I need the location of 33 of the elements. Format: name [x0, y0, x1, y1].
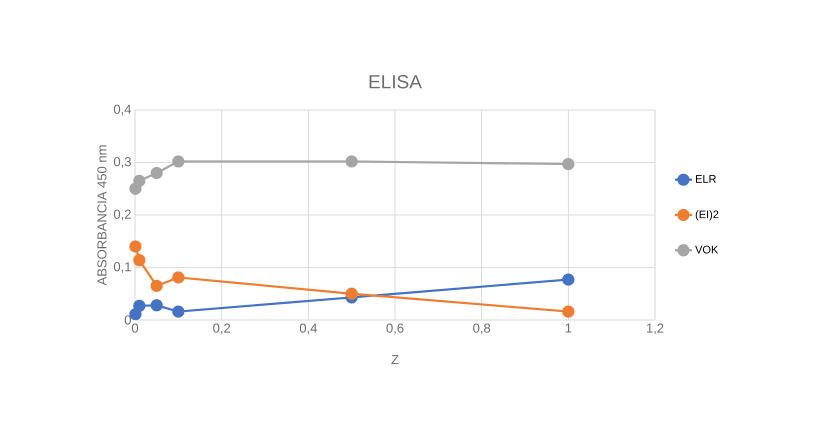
- x-tick-label: 1: [566, 324, 572, 332]
- point: [150, 280, 163, 292]
- legend-label: (EI)2: [696, 210, 718, 220]
- y-tick-label: 0,3: [114, 157, 131, 168]
- y-tick-label: 0,1: [114, 262, 131, 273]
- x-tick-label: 1,2: [646, 324, 664, 334]
- y-tick-label: 0,4: [114, 104, 132, 116]
- x-tick-label: 0,8: [473, 324, 490, 334]
- point: [150, 166, 163, 180]
- x-tick-label: 0,2: [213, 324, 230, 334]
- y-tick-label: 0: [124, 315, 131, 325]
- y-axis-title: ABSORBANCIA 450 nm: [97, 145, 107, 286]
- x-tick-label: 0,4: [300, 324, 317, 334]
- point: [562, 158, 574, 170]
- point: [346, 155, 358, 168]
- point: [562, 273, 574, 286]
- point: [562, 305, 574, 318]
- point: [133, 254, 146, 266]
- x-axis-title: Z: [391, 355, 399, 364]
- point: [133, 174, 146, 187]
- y-tick-label: 0,2: [114, 210, 131, 220]
- point: [172, 271, 184, 284]
- legend-label: VOK: [695, 246, 718, 254]
- legend-label: ELR: [696, 175, 716, 183]
- point: [133, 300, 146, 312]
- point: [172, 305, 184, 318]
- chart-title: ELISA: [370, 75, 422, 88]
- point: [172, 155, 184, 168]
- x-tick-label: 0,6: [386, 324, 404, 334]
- point: [150, 299, 163, 312]
- point: [346, 288, 358, 300]
- point: [129, 240, 142, 253]
- x-tick-label: 0: [132, 324, 138, 333]
